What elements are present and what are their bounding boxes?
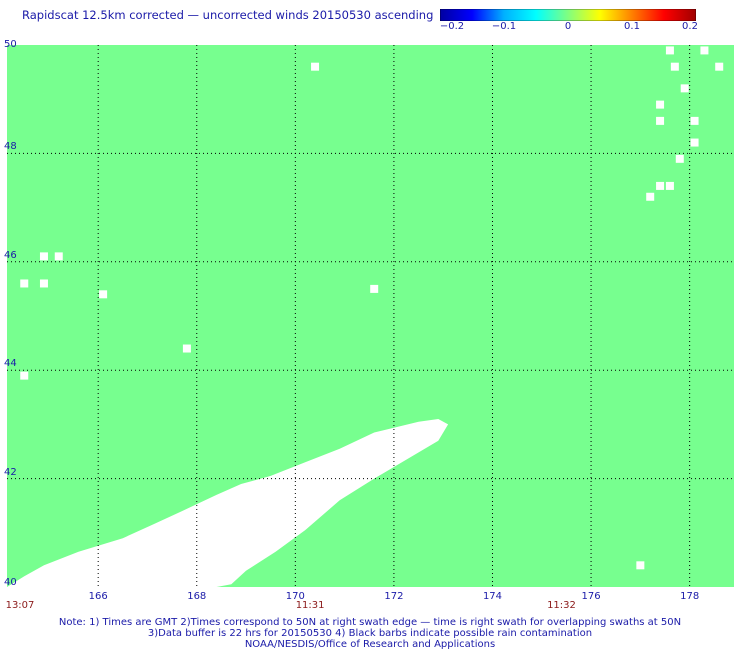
time-label: 13:07 xyxy=(5,600,35,611)
missing-cell xyxy=(715,62,724,71)
map-title: Rapidscat 12.5km corrected — uncorrected… xyxy=(22,8,434,22)
missing-cell xyxy=(99,290,108,299)
missing-cell xyxy=(646,192,655,201)
missing-cell xyxy=(370,284,379,293)
missing-cell xyxy=(39,279,48,288)
wind-field xyxy=(7,45,734,587)
colorbar-label: 0.1 xyxy=(624,21,640,32)
longitude-label: 176 xyxy=(581,591,601,602)
missing-cell xyxy=(39,252,48,261)
missing-cell xyxy=(54,252,63,261)
latitude-label: 44 xyxy=(4,358,17,370)
missing-cell xyxy=(656,100,665,109)
missing-cell xyxy=(665,181,674,190)
latitude-label: 46 xyxy=(4,249,17,261)
missing-cell xyxy=(670,62,679,71)
missing-cell xyxy=(680,84,689,93)
longitude-label: 172 xyxy=(384,591,404,602)
swath-gap xyxy=(7,419,449,587)
latitude-label: 50 xyxy=(4,39,17,50)
longitude-label: 168 xyxy=(187,591,207,602)
missing-cell xyxy=(636,561,645,570)
wind-difference-map xyxy=(7,45,734,587)
latitude-label: 42 xyxy=(4,466,17,478)
missing-cell xyxy=(690,138,699,147)
time-label: 11:32 xyxy=(547,600,576,611)
colorbar xyxy=(440,9,696,21)
longitude-label: 174 xyxy=(482,591,503,602)
note-line-3: NOAA/NESDIS/Office of Research and Appli… xyxy=(244,639,496,650)
missing-cell xyxy=(700,46,709,55)
longitude-label: 166 xyxy=(88,591,108,602)
note-line-2: 3)Data buffer is 22 hrs for 20150530 4) … xyxy=(147,628,593,639)
missing-cell xyxy=(656,116,665,125)
colorbar-label: −0.1 xyxy=(491,21,517,32)
longitude-label: 170 xyxy=(285,591,305,602)
missing-cell xyxy=(20,371,29,380)
missing-cell xyxy=(656,181,665,190)
latitude-label: 48 xyxy=(4,141,17,153)
missing-cell xyxy=(182,344,191,353)
longitude-label: 178 xyxy=(680,591,700,602)
missing-cell xyxy=(20,279,29,288)
note-line-1: Note: 1) Times are GMT 2)Times correspon… xyxy=(58,617,682,628)
missing-cell xyxy=(311,62,320,71)
missing-cell xyxy=(690,116,699,125)
missing-data-cells xyxy=(20,46,724,570)
latitude-label: 40 xyxy=(4,577,17,588)
time-label: 11:31 xyxy=(295,600,325,611)
missing-cell xyxy=(675,154,684,163)
colorbar-label: 0.2 xyxy=(682,21,698,32)
colorbar-label: −0.2 xyxy=(439,21,465,32)
colorbar-label: 0 xyxy=(564,21,572,32)
missing-cell xyxy=(665,46,674,55)
